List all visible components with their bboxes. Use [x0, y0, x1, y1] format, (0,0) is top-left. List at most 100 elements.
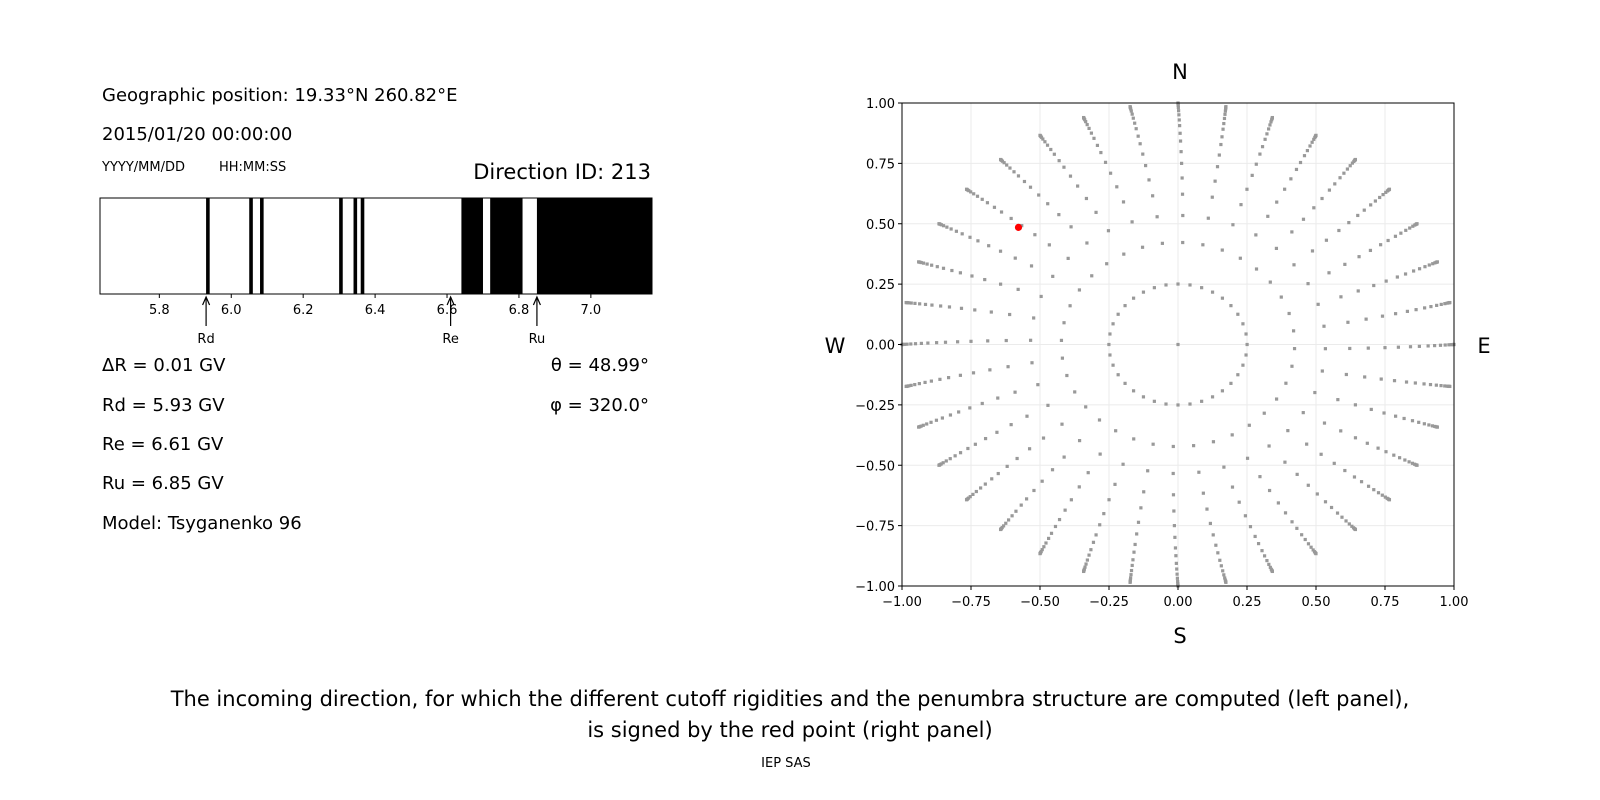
direction-point: [1267, 562, 1271, 566]
y-tick-label: 0.50: [866, 218, 895, 233]
direction-point: [1413, 381, 1417, 385]
direction-point: [1107, 342, 1111, 347]
direction-point: [1106, 229, 1111, 233]
direction-point: [1381, 193, 1385, 197]
direction-point: [1408, 345, 1413, 349]
direction-point: [1319, 452, 1323, 456]
direction-point: [1122, 252, 1126, 256]
label-south: S: [1173, 624, 1186, 648]
direction-point: [1239, 203, 1243, 207]
direction-point: [1129, 568, 1134, 573]
direction-point: [938, 377, 942, 381]
direction-point: [1025, 414, 1029, 418]
direction-point: [1387, 187, 1392, 191]
direction-point: [1291, 329, 1296, 333]
direction-point: [1040, 479, 1044, 483]
direction-point: [1305, 442, 1309, 446]
direction-point: [1315, 492, 1319, 496]
direction-point: [980, 197, 984, 201]
direction-point: [1447, 343, 1451, 347]
direction-point: [917, 382, 921, 386]
direction-point: [1223, 576, 1227, 580]
direction-point: [947, 305, 952, 309]
direction-point: [1243, 514, 1248, 518]
direction-point: [1245, 342, 1249, 347]
direction-point: [1068, 174, 1073, 178]
direction-point: [1224, 105, 1228, 109]
direction-point: [1339, 429, 1343, 433]
direction-point: [1005, 464, 1009, 468]
direction-point: [1123, 381, 1127, 385]
direction-point: [1066, 256, 1070, 260]
direction-point: [930, 263, 934, 267]
direction-point: [1087, 126, 1091, 131]
direction-point: [1175, 572, 1179, 576]
x-tick-label: 7.0: [581, 303, 602, 318]
direction-point: [1113, 482, 1117, 486]
direction-point: [1223, 112, 1227, 116]
direction-point: [1323, 347, 1328, 351]
direction-point: [1057, 517, 1062, 522]
x-tick-label: 6.0: [221, 303, 242, 318]
direction-point: [1013, 256, 1017, 260]
direction-point: [1108, 171, 1113, 175]
direction-point: [1111, 363, 1115, 367]
direction-point: [1129, 573, 1133, 577]
direction-point: [1029, 264, 1034, 268]
direction-point: [1219, 564, 1223, 568]
direction-point: [1292, 347, 1297, 351]
rd-value: Rd = 5.93 GV: [102, 395, 225, 416]
direction-point: [1210, 290, 1215, 294]
direction-point: [1268, 280, 1272, 284]
direction-point: [1320, 369, 1324, 373]
direction-point: [1443, 343, 1447, 347]
direction-point: [1220, 296, 1225, 300]
direction-point: [1062, 455, 1066, 459]
direction-point: [1102, 512, 1106, 516]
direction-point: [973, 442, 977, 446]
direction-point: [1256, 542, 1261, 546]
direction-point: [1241, 363, 1245, 367]
direction-point: [1171, 444, 1175, 449]
direction-point: [1008, 166, 1012, 170]
direction-point: [1049, 147, 1053, 152]
direction-point: [1314, 133, 1318, 137]
direction-point: [1044, 541, 1048, 545]
x-tick-label: 6.4: [365, 303, 386, 318]
direction-point: [1417, 267, 1422, 271]
direction-point: [1310, 249, 1315, 253]
direction-point: [1131, 389, 1136, 393]
direction-point: [1430, 424, 1435, 428]
direction-point: [1108, 353, 1112, 357]
direction-point: [1308, 144, 1312, 148]
direction-point: [1298, 160, 1303, 165]
direction-point: [960, 232, 964, 236]
direction-point: [1428, 382, 1433, 387]
direction-point: [1099, 150, 1103, 155]
direction-point: [1343, 262, 1347, 266]
direction-point: [1131, 558, 1135, 562]
direction-point: [1181, 240, 1185, 245]
y-tick-label: 1.00: [866, 97, 895, 112]
direction-point: [1001, 524, 1006, 528]
re-value: Re = 6.61 GV: [102, 434, 224, 455]
direction-point: [1176, 109, 1181, 113]
direction-point: [1295, 472, 1299, 476]
direction-point: [1379, 243, 1383, 247]
direction-point: [1019, 503, 1023, 507]
direction-point: [1218, 558, 1222, 562]
direction-point: [1008, 312, 1012, 317]
direction-point: [1136, 134, 1140, 138]
direction-point: [1094, 210, 1098, 214]
direction-point: [1380, 314, 1385, 318]
direction-id: Direction ID: 213: [473, 160, 651, 184]
geographic-position: Geographic position: 19.33°N 260.82°E: [102, 85, 458, 106]
direction-point: [1105, 262, 1109, 266]
direction-point: [1197, 470, 1201, 474]
direction-point: [1245, 456, 1250, 460]
direction-point: [937, 463, 941, 467]
direction-point: [1107, 498, 1111, 502]
direction-point: [1312, 206, 1316, 210]
direction-point: [1221, 127, 1225, 131]
direction-point: [1426, 344, 1430, 348]
